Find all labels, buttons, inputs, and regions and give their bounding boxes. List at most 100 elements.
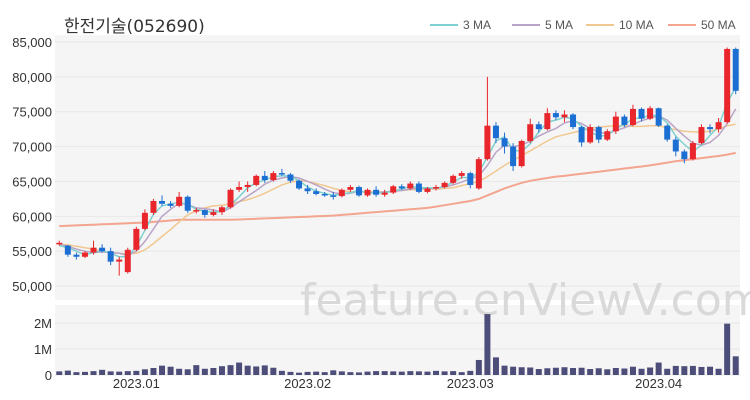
volume-bar [441, 371, 448, 375]
candle-body [133, 228, 140, 250]
volume-bar [81, 371, 88, 375]
candle-body [321, 194, 328, 196]
volume-bar [270, 367, 277, 375]
volume-bar [236, 362, 243, 375]
volume-bar [715, 368, 722, 375]
volume-bar [433, 370, 440, 375]
candle-body [415, 183, 422, 192]
volume-bar [184, 369, 191, 375]
candle-body [56, 242, 63, 245]
x-tick-label: 2023.03 [447, 376, 494, 391]
candle-body [99, 247, 106, 252]
candle-body [159, 200, 166, 204]
volume-bar [227, 365, 234, 375]
volume-bar [501, 365, 508, 375]
candle-body [278, 173, 285, 175]
candle-body [732, 48, 739, 91]
price-tick-label: 50,000 [12, 279, 52, 294]
volume-bar [724, 323, 731, 375]
candle-body [73, 254, 80, 257]
volume-bar [261, 365, 268, 375]
volume-bar [492, 357, 499, 375]
candle-body [176, 196, 183, 206]
candle-body [433, 187, 440, 189]
volume-bar [578, 367, 585, 375]
candle-body [373, 189, 380, 195]
volume-bar [484, 314, 491, 375]
candle-body [681, 151, 688, 160]
candle-body [664, 125, 671, 140]
candle-body [381, 192, 388, 195]
volume-bar [638, 368, 645, 375]
candle-body [475, 159, 482, 189]
candle-body [484, 125, 491, 160]
candle-body [64, 245, 71, 255]
volume-bar [407, 371, 414, 375]
candle-body [467, 173, 474, 185]
volume-bar [595, 368, 602, 375]
volume-bar [278, 370, 285, 375]
volume-bar [347, 372, 354, 375]
volume-bar [287, 371, 294, 375]
price-tick-label: 75,000 [12, 105, 52, 120]
candle-body [510, 146, 517, 167]
candle-body [424, 188, 431, 192]
candle-body [544, 113, 551, 130]
candle-body [629, 108, 636, 125]
volume-bar [381, 371, 388, 375]
candle-body [313, 191, 320, 194]
volume-bar [510, 366, 517, 375]
volume-bar [373, 371, 380, 375]
legend-label: 5 MA [545, 18, 573, 32]
volume-bar [698, 366, 705, 375]
volume-bar [141, 369, 148, 375]
volume-panel [55, 305, 740, 375]
legend-label: 50 MA [701, 18, 736, 32]
volume-bar [244, 365, 251, 375]
volume-bar [296, 372, 303, 375]
volume-bar [629, 366, 636, 375]
volume-bar [338, 371, 345, 375]
volume-bar [218, 366, 225, 375]
volume-bar [150, 368, 157, 375]
volume-bar [475, 359, 482, 375]
volume-bar [176, 368, 183, 375]
candle-body [184, 196, 191, 211]
candle-body [167, 203, 174, 206]
volume-bar [90, 371, 97, 375]
candle-body [270, 173, 277, 181]
volume-bar [518, 367, 525, 375]
price-tick-label: 80,000 [12, 70, 52, 85]
volume-bar [561, 367, 568, 375]
volume-bar [647, 367, 654, 375]
volume-bar [707, 366, 714, 375]
legend-label: 10 MA [619, 18, 654, 32]
volume-tick-label: 0 [45, 368, 52, 383]
volume-bar [552, 367, 559, 375]
volume-bar [321, 372, 328, 375]
volume-bar [107, 371, 114, 375]
candle-body [604, 131, 611, 140]
volume-bar [458, 372, 465, 375]
volume-bar [604, 369, 611, 375]
volume-bar [732, 356, 739, 375]
ma3-line [59, 86, 737, 258]
candle-body [364, 189, 371, 196]
volume-bar [527, 367, 534, 375]
volume-bar [398, 371, 405, 375]
volume-bar [193, 365, 200, 375]
candle-body [287, 174, 294, 181]
candle-body [535, 124, 542, 130]
candle-body [193, 210, 200, 212]
candle-body [236, 187, 243, 190]
price-tick-label: 55,000 [12, 244, 52, 259]
candle-body [655, 108, 662, 126]
candle-body [587, 127, 594, 143]
volume-bar [330, 370, 337, 375]
volume-bar [424, 371, 431, 375]
candle-body [492, 125, 499, 139]
volume-bar [364, 371, 371, 375]
candle-body [561, 114, 568, 118]
